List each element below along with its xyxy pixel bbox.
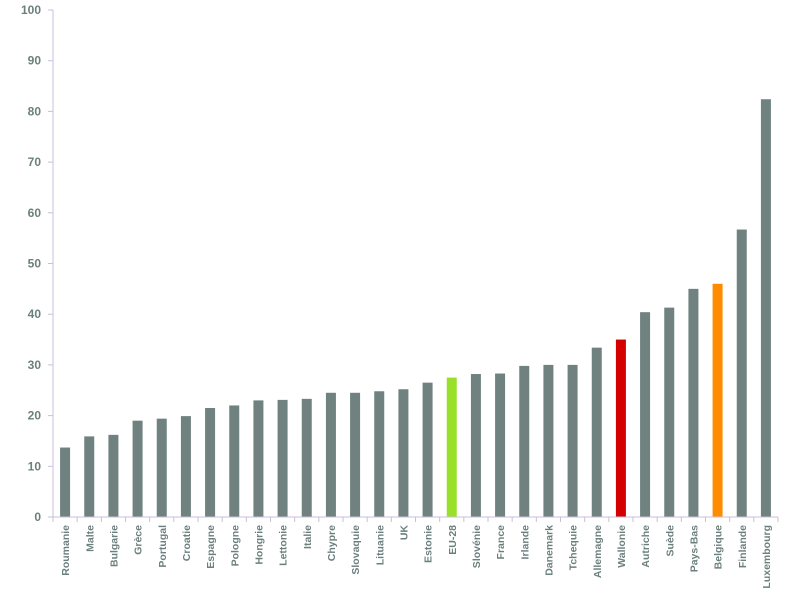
bar [760, 99, 771, 518]
y-tick-label: 50 [28, 257, 42, 271]
x-tick-label: Grèce [133, 525, 145, 555]
bar [350, 392, 361, 517]
bar [736, 229, 747, 517]
x-tick-label: Suède [664, 525, 676, 557]
x-tick-label: Pologne [229, 525, 241, 567]
bar [446, 377, 457, 517]
x-tick-label: Lituanie [374, 525, 386, 565]
bar [374, 391, 385, 517]
bar [277, 399, 288, 517]
bar [543, 364, 554, 517]
y-tick-label: 80 [28, 104, 42, 118]
x-tick-label: France [495, 525, 507, 560]
x-axis: Roumanie Malte Bulgarie Grèce Portugal Croati… [52, 516, 779, 589]
bar [519, 365, 530, 517]
bar [301, 398, 312, 517]
bars-group [60, 99, 771, 518]
bar [495, 373, 506, 517]
bar [229, 405, 240, 517]
x-tick-label: Tchequie [568, 525, 580, 570]
y-tick-label: 20 [28, 409, 42, 423]
bar [591, 347, 602, 517]
bar [470, 374, 481, 517]
bar [422, 382, 433, 517]
x-tick-label: EU-28 [447, 525, 459, 555]
x-tick-label: Espagne [205, 525, 217, 569]
bar [180, 416, 191, 517]
y-tick-label: 60 [28, 206, 42, 220]
x-tick-label: Finlande [737, 525, 749, 568]
y-tick-label: 70 [28, 155, 42, 169]
x-tick-label: Hongrie [253, 525, 265, 565]
x-tick-label: Belgique [713, 525, 725, 569]
bar [205, 407, 216, 517]
bar [84, 436, 95, 517]
bar [325, 392, 336, 517]
bar [253, 400, 264, 517]
bar [567, 364, 578, 517]
x-tick-label: Italie [302, 525, 314, 549]
y-tick-label: 100 [21, 3, 41, 17]
bar [60, 447, 71, 517]
y-tick-label: 0 [34, 510, 41, 524]
bar [712, 283, 723, 517]
bar [664, 307, 675, 517]
x-tick-label: Wallonie [616, 525, 628, 568]
x-tick-label: Slovaquie [350, 525, 362, 575]
x-tick-label: Malte [84, 525, 96, 552]
x-tick-label: Croatie [181, 525, 193, 561]
bar [640, 312, 651, 517]
x-tick-label: Luxembourg [761, 525, 773, 589]
x-tick-label: Bulgarie [108, 525, 120, 567]
bar [615, 339, 626, 517]
bar [398, 389, 409, 517]
bar [688, 288, 699, 517]
x-tick-label: Estonie [423, 525, 435, 563]
x-tick-label: Pays-Bas [688, 525, 700, 572]
bar [132, 420, 143, 517]
x-tick-label: Slovénie [471, 525, 483, 568]
bar [108, 434, 119, 517]
y-tick-label: 30 [28, 358, 42, 372]
x-tick-label: Portugal [157, 525, 169, 568]
x-tick-label: Chypre [326, 525, 338, 561]
x-tick-label: Danemark [543, 525, 555, 576]
y-tick-label: 90 [28, 54, 42, 68]
x-tick-label: UK [398, 525, 410, 541]
x-tick-label: Allemagne [592, 525, 604, 578]
y-axis: 0 10 20 30 40 50 60 70 80 90 100 [21, 3, 54, 524]
x-tick-label: Irlande [519, 525, 531, 560]
x-tick-label: Roumanie [60, 525, 72, 576]
y-tick-label: 10 [28, 459, 42, 473]
x-tick-label: Autriche [640, 525, 652, 568]
x-tick-label: Lettonie [278, 525, 290, 566]
y-tick-label: 40 [28, 307, 42, 321]
bar [156, 418, 167, 517]
